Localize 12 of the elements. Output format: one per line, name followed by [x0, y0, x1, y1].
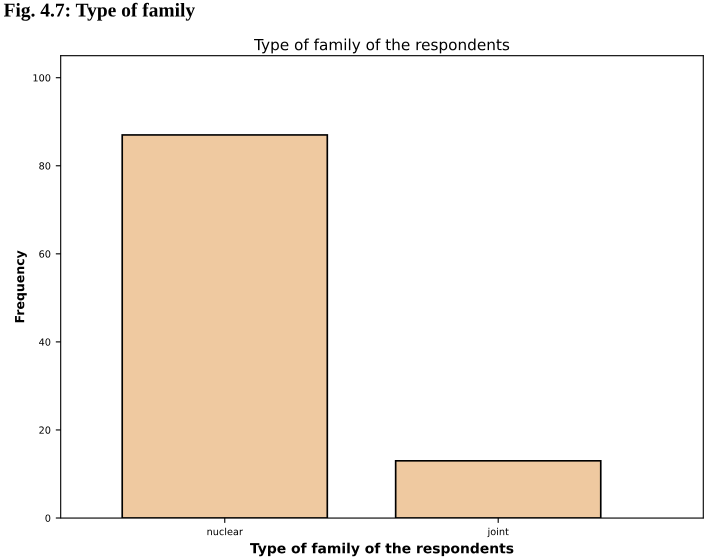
y-tick-label: 40: [39, 338, 50, 346]
y-tick-label: 100: [33, 74, 50, 82]
chart-title: Type of family of the respondents: [254, 38, 510, 54]
y-tick-label: 0: [45, 514, 50, 522]
y-tick-label: 20: [39, 426, 50, 434]
x-axis-title: Type of family of the respondents: [250, 542, 514, 556]
y-axis-title: Frequency: [15, 250, 27, 322]
y-tick-label: 60: [39, 250, 50, 258]
y-tick-label: 80: [39, 162, 50, 170]
x-tick-label: joint: [487, 528, 509, 538]
x-tick-label: nuclear: [207, 528, 243, 536]
caption: Fig. 4.7: Type of family: [4, 2, 195, 21]
